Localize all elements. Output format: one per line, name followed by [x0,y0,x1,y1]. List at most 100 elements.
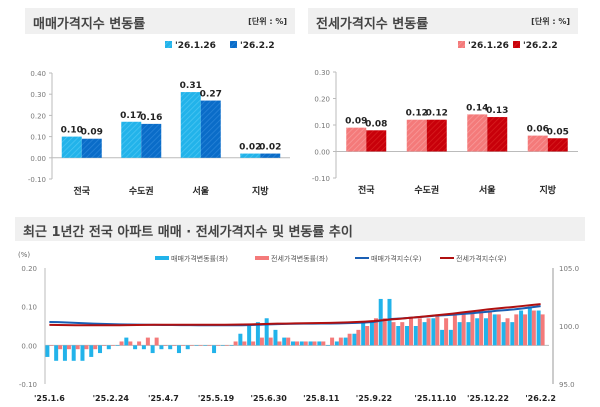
y-tick-label: 0.00 [30,155,46,163]
trend-chart-header: 최근 1년간 전국 아파트 매매 · 전세가격지수 및 변동률 추이 [15,217,585,241]
legend-swatch [255,256,269,260]
jeonse-change-bar [470,310,475,346]
jeonse-change-bar [514,314,519,346]
sale-change-bar [492,314,497,346]
data-label: 0.16 [140,113,162,123]
sale-change-bar [54,345,59,361]
sale-change-bar [98,345,103,354]
jeonse-change-bar [505,318,510,346]
sale-change-bar [457,322,462,346]
sale-change-bar [396,326,401,346]
jeonse-change-bar [444,318,449,346]
bar-서울-1 [200,100,221,158]
data-label: 0.17 [120,111,142,121]
y-tick-label: 0.10 [30,134,46,142]
x-tick-label: '25.12.22 [467,394,509,403]
category-label: 지방 [252,185,269,197]
left-tick-label: -0.10 [19,381,37,389]
category-label: 서울 [192,185,209,197]
bar-수도권-0 [406,119,427,152]
bar-전국-1 [366,130,387,152]
jeonse-chart-title: 전세가격지수 변동률 [316,17,429,32]
data-label: 0.12 [426,109,448,119]
y-tick-label: -0.10 [312,175,330,183]
sale-change-bar [483,318,488,346]
jeonse-change-bar [119,341,124,346]
legend-label: '26.1.26 [175,41,216,51]
jeonse-change-bar [277,341,282,346]
jeonse-change-bar [391,322,396,346]
jeonse-change-bar [66,345,71,350]
data-label: 0.14 [466,103,488,113]
jeonse-change-bar [330,337,335,346]
category-label: 수도권 [129,185,154,197]
category-label: 수도권 [414,184,439,196]
jeonse-change-bar [93,345,98,350]
sale-change-bar [519,310,524,346]
jeonse-change-bar [259,337,264,346]
sale-change-bar [194,345,199,346]
sale-change-bar [501,322,506,346]
jeonse-change-bar [303,341,308,346]
jeonse-change-bar [321,341,326,346]
bar-지방-0 [527,135,548,152]
data-label: 0.08 [365,119,387,129]
sale-change-bar [510,322,515,346]
jeonse-change-bar [435,314,440,346]
sale-change-bar [115,345,120,346]
jeonse-change-bar [233,341,238,346]
jeonse-change-bar [145,337,150,346]
sale-change-bar [247,326,252,346]
sale-change-bar [229,345,234,346]
data-label: 0.31 [180,81,202,91]
jeonse-change-bar [49,345,54,346]
legend-swatch [155,256,169,260]
left-tick-label: 0.10 [21,304,37,312]
jeonse-change-bar [75,345,80,350]
jeonse-change-bar [154,337,159,346]
y-tick-label: 0.20 [30,112,46,120]
y-tick-label: 0.20 [314,96,330,104]
sale-change-bar [124,337,129,346]
jeonse-change-bar [426,318,431,346]
jeonse-chart-header: 전세가격지수 변동률 [단위 : %] [308,8,578,34]
x-tick-label: '25.8.11 [303,394,340,403]
sale-change-bar [536,310,541,346]
jeonse-change-bar [452,314,457,346]
data-label: 0.13 [486,106,508,116]
legend-label: 매매가격변동률(좌) [171,254,228,263]
legend-swatch [165,41,172,48]
bar-수도권-1 [141,123,162,158]
bar-지방-1 [260,153,281,158]
jeonse-change-bar [110,345,115,346]
jeonse-change-bar [347,333,352,346]
jeonse-change-bar [84,345,89,350]
sale-change-bar [448,329,453,346]
jeonse-change-bar [295,341,299,346]
jeonse-change-bar [338,337,343,346]
sale-change-bar [212,345,217,354]
legend-swatch [513,41,520,48]
sale-change-bar [466,322,471,346]
legend-label: 전세가격변동률(좌) [271,254,328,263]
sale-change-bar [264,318,269,346]
left-tick-label: 0.00 [21,342,37,350]
category-label: 전국 [73,185,90,197]
jeonse-change-bar [365,326,370,346]
jeonse-change-bar [198,345,203,346]
sale-change-bar [527,306,532,346]
sale-change-bar [334,341,339,346]
jeonse-change-bar [400,322,405,346]
sale-chart-header: 매매가격지수 변동률 [단위 : %] [25,8,295,34]
sale-change-bar [431,318,436,346]
y-tick-label: 0.10 [314,122,330,130]
jeonse-index-line [49,303,541,327]
legend-label: 매매가격지수(우) [371,254,422,263]
data-label: 0.10 [61,126,83,136]
data-label: 0.06 [527,125,549,135]
bar-지방-1 [547,138,568,152]
jeonse-change-bar [163,345,168,346]
sale-change-bar [422,322,427,346]
sale-change-bar [317,341,322,346]
right-tick-label: 100.0 [559,323,579,331]
